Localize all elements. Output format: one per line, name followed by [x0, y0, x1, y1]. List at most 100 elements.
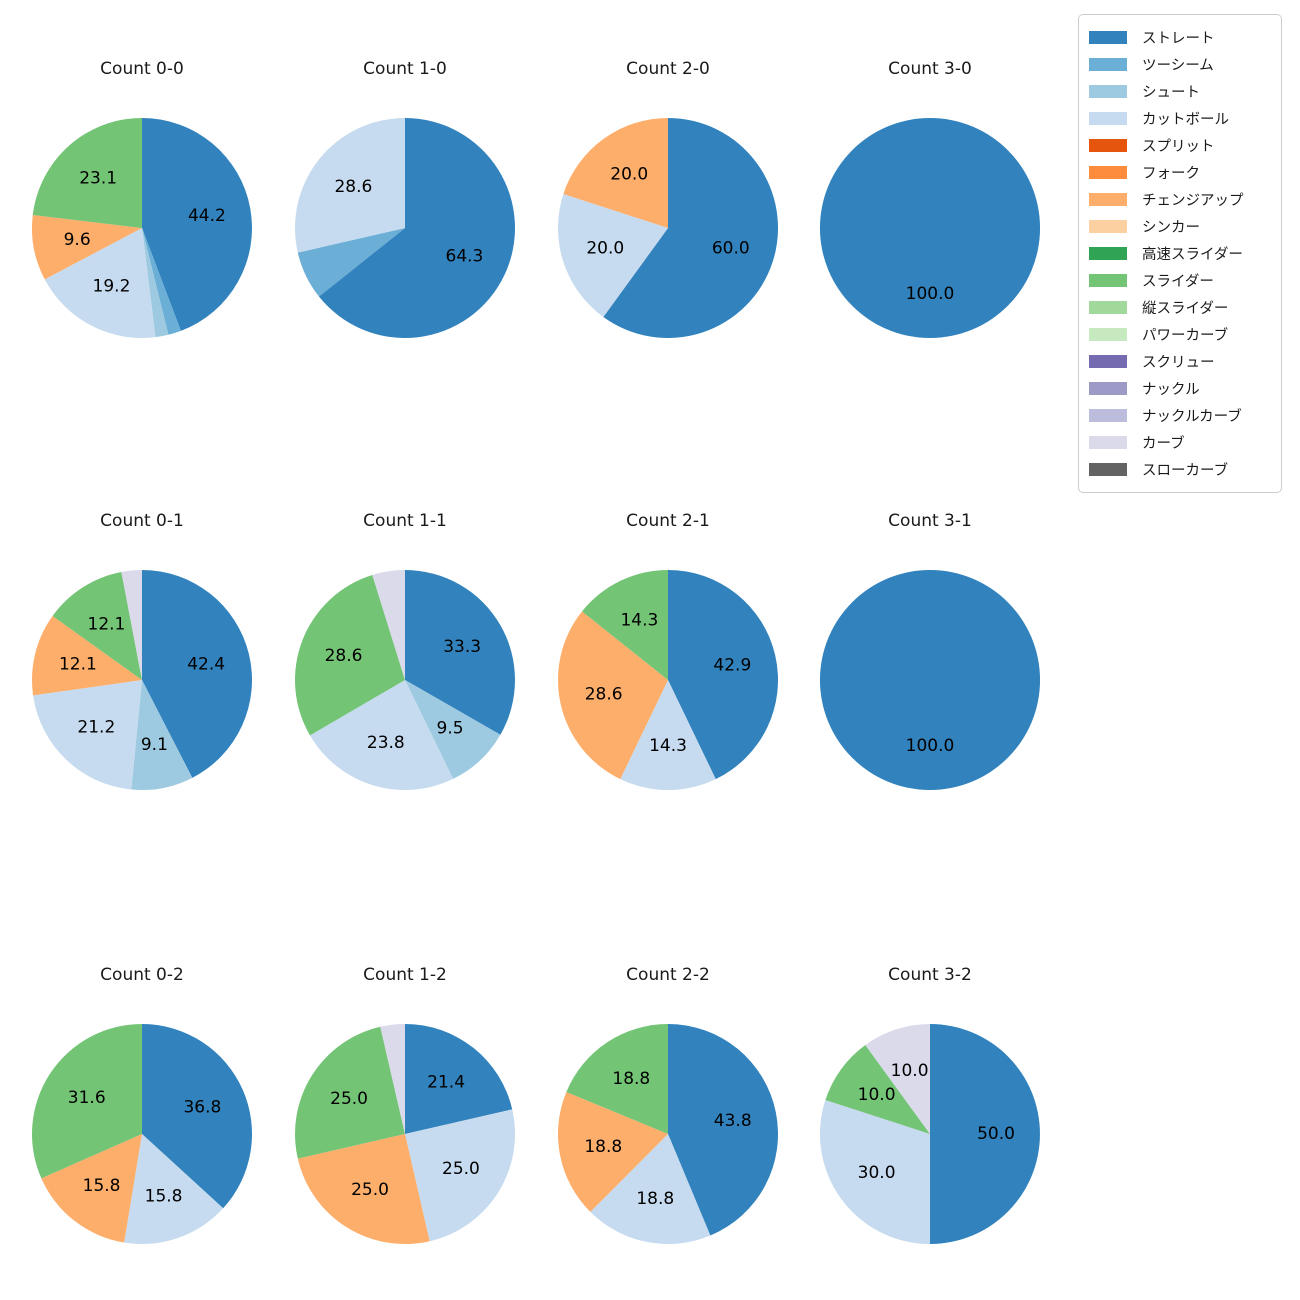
- pie-slice-ストレート: [142, 1024, 252, 1209]
- pie-percentage-label: 28.6: [334, 177, 372, 197]
- pie-slice-ツーシーム: [297, 228, 405, 297]
- pie-title-count-0-1: Count 0-1: [100, 511, 184, 531]
- pie-percentage-label: 64.3: [446, 247, 484, 267]
- pie-slice-カーブ: [380, 1024, 405, 1134]
- legend-swatch-スプリット: [1089, 139, 1127, 152]
- legend-label: スプリット: [1142, 139, 1215, 155]
- legend: ストレート ツーシーム シュート カットボール スプリット フォーク チェンジアップ シンカー…: [1078, 14, 1282, 493]
- pie-slice-スライダー: [294, 1026, 405, 1159]
- pie-percentage-label: 42.9: [713, 655, 751, 675]
- pie-count-2-2: 43.8 18.8 18.8 18.8: [557, 1024, 778, 1244]
- legend-label: ナックルカーブ: [1142, 409, 1242, 425]
- pie-percentage-label: 33.3: [443, 637, 481, 657]
- pie-slice-ストレート: [603, 118, 779, 338]
- pie-slice-ストレート: [405, 570, 515, 735]
- pie-percentage-label: 25.0: [330, 1089, 368, 1109]
- legend-label: シンカー: [1142, 220, 1200, 236]
- legend-swatch-高速スライダー: [1089, 247, 1127, 260]
- legend-swatch-チェンジアップ: [1089, 193, 1127, 206]
- pie-title-count-3-1: Count 3-1: [888, 511, 972, 531]
- pie-slice-スライダー: [294, 574, 405, 736]
- legend-label: 高速スライダー: [1142, 247, 1243, 263]
- legend-swatch-カットボール: [1089, 112, 1127, 125]
- legend-swatch-フォーク: [1089, 166, 1127, 179]
- pie-percentage-label: 50.0: [977, 1124, 1015, 1144]
- pie-title-count-0-0: Count 0-0: [100, 59, 184, 79]
- pie-slice-チェンジアップ: [558, 611, 668, 780]
- legend-label: スローカーブ: [1142, 463, 1229, 479]
- pie-title-count-1-2: Count 1-2: [363, 965, 447, 985]
- pie-count-2-0: 60.0 20.0 20.0: [558, 118, 779, 338]
- legend-item-シンカー: シンカー: [1089, 213, 1271, 240]
- pie-title-count-2-0: Count 2-0: [626, 59, 710, 79]
- legend-label: カーブ: [1142, 436, 1185, 452]
- pie-percentage-label: 25.0: [351, 1180, 389, 1200]
- legend-item-パワーカーブ: パワーカーブ: [1089, 321, 1271, 348]
- legend-label: ナックル: [1142, 382, 1200, 398]
- pie-slice-ストレート: [819, 570, 1041, 791]
- pie-percentage-label: 12.1: [88, 614, 126, 634]
- legend-item-カーブ: カーブ: [1089, 429, 1271, 456]
- pie-percentage-label: 100.0: [906, 736, 955, 756]
- pie-percentage-label: 31.6: [68, 1088, 106, 1108]
- pie-slice-ストレート: [405, 1024, 513, 1134]
- pie-percentage-label: 18.8: [584, 1137, 622, 1157]
- pie-slice-カットボール: [405, 1109, 516, 1242]
- legend-item-ストレート: ストレート: [1089, 24, 1271, 51]
- pie-percentage-label: 10.0: [891, 1061, 929, 1081]
- pie-slice-チェンジアップ: [297, 1134, 430, 1245]
- legend-swatch-スクリュー: [1089, 355, 1127, 368]
- pie-percentage-label: 9.1: [141, 735, 168, 755]
- pie-percentage-label: 42.4: [187, 654, 225, 674]
- legend-item-スローカーブ: スローカーブ: [1089, 456, 1271, 483]
- pie-slice-チェンジアップ: [563, 118, 668, 228]
- legend-label: パワーカーブ: [1142, 328, 1229, 344]
- pie-percentage-label: 20.0: [586, 238, 624, 258]
- legend-swatch-シュート: [1089, 85, 1127, 98]
- legend-item-シュート: シュート: [1089, 78, 1271, 105]
- pie-count-0-0: 44.2 19.2 9.6 23.1: [31, 118, 253, 339]
- pie-slice-カーブ: [372, 570, 405, 680]
- pie-percentage-label: 23.8: [367, 733, 405, 753]
- pie-slice-ストレート: [668, 1024, 778, 1236]
- legend-item-スクリュー: スクリュー: [1089, 348, 1271, 375]
- legend-item-ナックル: ナックル: [1089, 375, 1271, 402]
- pie-slice-ストレート: [668, 570, 779, 780]
- pie-count-2-1: 42.9 14.3 28.6 14.3: [558, 570, 779, 791]
- pie-slice-スライダー: [52, 571, 142, 680]
- pie-percentage-label: 14.3: [620, 611, 658, 631]
- legend-item-高速スライダー: 高速スライダー: [1089, 240, 1271, 267]
- pie-percentage-label: 18.8: [612, 1069, 650, 1089]
- pie-percentage-label: 9.6: [64, 230, 91, 250]
- pie-count-1-2: 21.4 25.0 25.0 25.0: [294, 1024, 516, 1245]
- pie-slice-チェンジアップ: [41, 1134, 142, 1243]
- pie-title-count-2-1: Count 2-1: [626, 511, 710, 531]
- pie-slice-ストレート: [930, 1024, 1040, 1244]
- pie-percentage-label: 15.8: [145, 1186, 183, 1206]
- pie-count-1-0: 64.3 28.6: [294, 118, 515, 339]
- legend-label: ツーシーム: [1142, 58, 1214, 74]
- pie-title-count-3-0: Count 3-0: [888, 59, 972, 79]
- legend-label: 縦スライダー: [1142, 301, 1229, 317]
- pie-slice-ツーシーム: [142, 228, 181, 335]
- pie-slice-シュート: [142, 228, 169, 338]
- pie-slice-ストレート: [819, 117, 1041, 339]
- pie-count-0-2: 36.8 15.8 15.8 31.6: [31, 1024, 252, 1244]
- pie-slice-ストレート: [142, 570, 252, 778]
- legend-swatch-ストレート: [1089, 31, 1127, 44]
- pie-title-count-2-2: Count 2-2: [626, 965, 710, 985]
- legend-item-ナックルカーブ: ナックルカーブ: [1089, 402, 1271, 429]
- pie-percentage-label: 21.4: [427, 1072, 465, 1092]
- legend-swatch-シンカー: [1089, 220, 1127, 233]
- pie-title-count-1-0: Count 1-0: [363, 59, 447, 79]
- pie-percentage-label: 28.6: [585, 685, 623, 705]
- legend-swatch-ナックルカーブ: [1089, 409, 1127, 422]
- pie-slice-カットボール: [590, 1134, 711, 1244]
- pie-slice-カットボール: [309, 680, 454, 791]
- pie-percentage-label: 60.0: [712, 238, 750, 258]
- pie-percentage-label: 20.0: [610, 165, 648, 185]
- pie-count-3-0: 100.0: [819, 117, 1041, 339]
- legend-item-ツーシーム: ツーシーム: [1089, 51, 1271, 78]
- pie-percentage-label: 15.8: [83, 1176, 121, 1196]
- pie-percentage-label: 36.8: [183, 1097, 221, 1117]
